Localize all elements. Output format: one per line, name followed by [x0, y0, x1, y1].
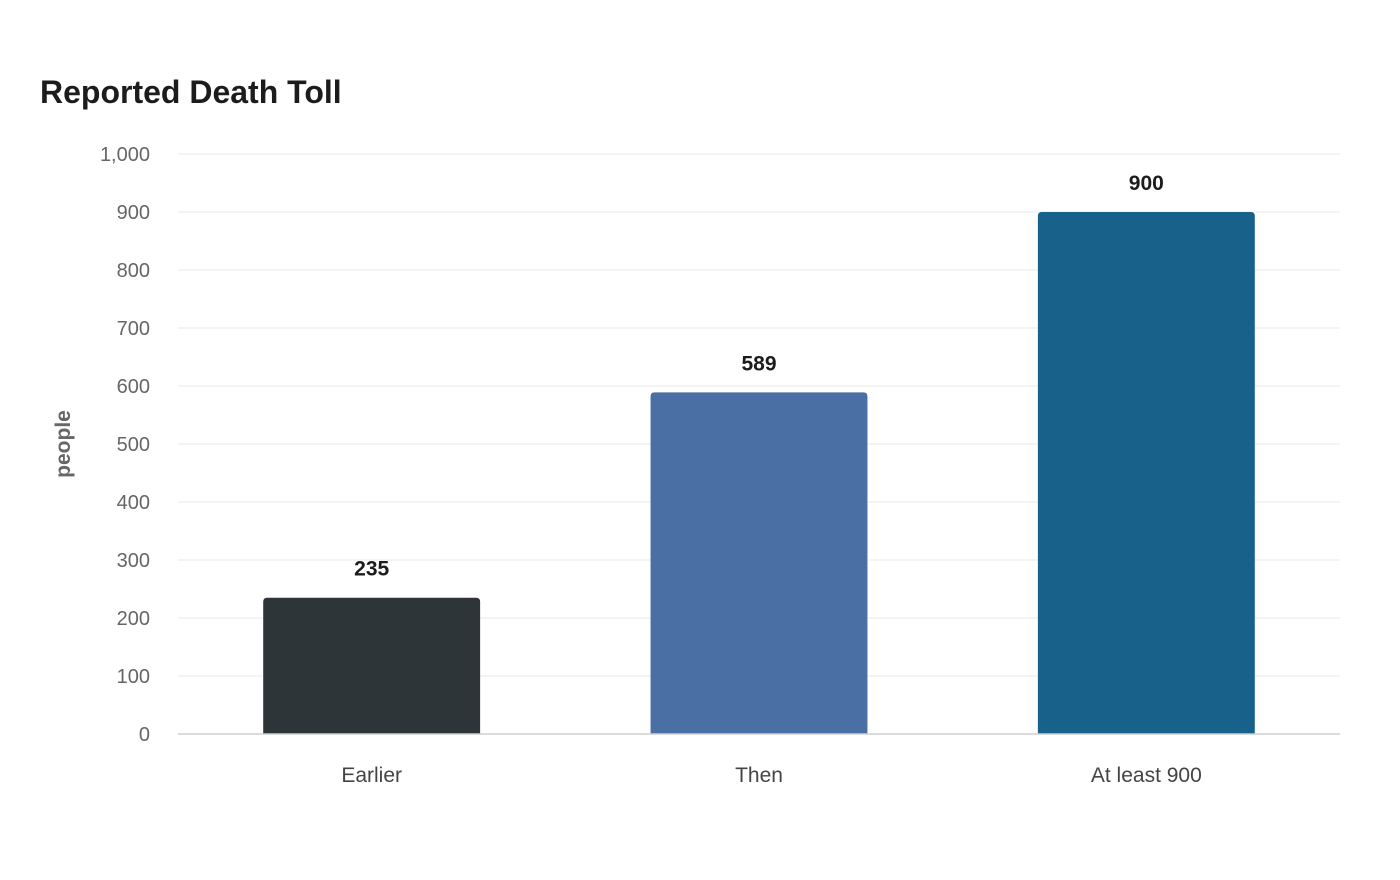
data-label: 900	[1129, 172, 1164, 195]
x-axis-ticks: Earlier Then At least 900	[341, 764, 1201, 787]
x-tick-label: Then	[735, 764, 783, 787]
data-labels: 235 589 900	[354, 172, 1164, 581]
y-tick-label: 0	[139, 724, 150, 746]
bar	[1037, 212, 1255, 734]
y-tick-label: 200	[117, 608, 150, 630]
data-label: 235	[354, 558, 389, 581]
y-tick-label: 500	[117, 434, 150, 456]
y-tick-label: 100	[117, 666, 150, 688]
bar	[263, 597, 481, 734]
y-axis-title: people	[52, 410, 75, 478]
x-tick-label: Earlier	[341, 764, 402, 787]
y-axis-ticks: 0 100 200 300 400 500 600 700 800 900 1,000	[100, 144, 150, 746]
y-tick-label: 900	[117, 202, 150, 224]
y-tick-label: 300	[117, 550, 150, 572]
chart-title: Reported Death Toll	[40, 74, 342, 110]
x-tick-label: At least 900	[1091, 764, 1202, 787]
y-tick-label: 600	[117, 376, 150, 398]
y-tick-label: 700	[117, 318, 150, 340]
y-tick-label: 1,000	[100, 144, 150, 166]
bar	[650, 392, 868, 734]
bars	[263, 212, 1255, 734]
data-label: 589	[741, 352, 776, 375]
y-tick-label: 800	[117, 260, 150, 282]
y-tick-label: 400	[117, 492, 150, 514]
